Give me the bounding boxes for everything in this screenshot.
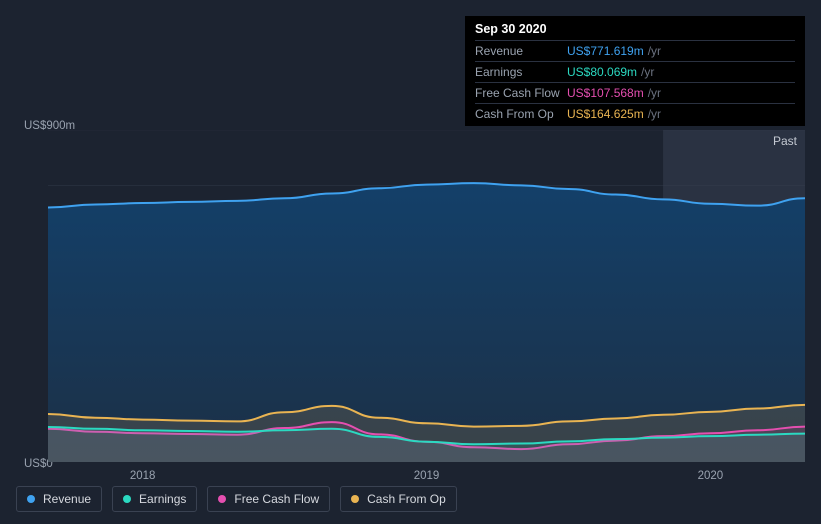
tooltip-row: EarningsUS$80.069m/yr — [475, 61, 795, 82]
legend-swatch-icon — [27, 495, 35, 503]
tooltip-metric-value: US$80.069m — [567, 65, 637, 79]
legend-label: Cash From Op — [367, 492, 446, 506]
tooltip-unit: /yr — [648, 86, 661, 100]
legend-label: Revenue — [43, 492, 91, 506]
chart-legend: Revenue Earnings Free Cash Flow Cash From O… — [16, 486, 457, 512]
legend-swatch-icon — [123, 495, 131, 503]
tooltip-row: Free Cash FlowUS$107.568m/yr — [475, 82, 795, 103]
tooltip-metric-label: Earnings — [475, 65, 567, 79]
legend-item-free-cash-flow[interactable]: Free Cash Flow — [207, 486, 330, 512]
chart-tooltip: Sep 30 2020 RevenueUS$771.619m/yrEarning… — [465, 16, 805, 126]
tooltip-metric-label: Free Cash Flow — [475, 86, 567, 100]
chart-plot-area[interactable]: Past — [48, 130, 805, 462]
legend-label: Free Cash Flow — [234, 492, 319, 506]
tooltip-metric-label: Revenue — [475, 44, 567, 58]
legend-item-earnings[interactable]: Earnings — [112, 486, 197, 512]
x-axis-tick: 2019 — [414, 470, 440, 482]
tooltip-unit: /yr — [641, 65, 654, 79]
past-period-label: Past — [773, 134, 797, 148]
tooltip-unit: /yr — [648, 107, 661, 121]
legend-swatch-icon — [218, 495, 226, 503]
tooltip-unit: /yr — [648, 44, 661, 58]
x-axis-tick: 2020 — [698, 470, 724, 482]
legend-item-cash-from-op[interactable]: Cash From Op — [340, 486, 457, 512]
x-axis-tick: 2018 — [130, 470, 156, 482]
legend-swatch-icon — [351, 495, 359, 503]
tooltip-row: RevenueUS$771.619m/yr — [475, 40, 795, 61]
tooltip-metric-value: US$107.568m — [567, 86, 644, 100]
tooltip-row: Cash From OpUS$164.625m/yr — [475, 103, 795, 124]
legend-label: Earnings — [139, 492, 186, 506]
tooltip-date: Sep 30 2020 — [475, 22, 795, 40]
financials-chart: US$900m US$0 Past 201820192020 — [16, 120, 805, 466]
tooltip-metric-value: US$771.619m — [567, 44, 644, 58]
tooltip-metric-value: US$164.625m — [567, 107, 644, 121]
legend-item-revenue[interactable]: Revenue — [16, 486, 102, 512]
tooltip-metric-label: Cash From Op — [475, 107, 567, 121]
